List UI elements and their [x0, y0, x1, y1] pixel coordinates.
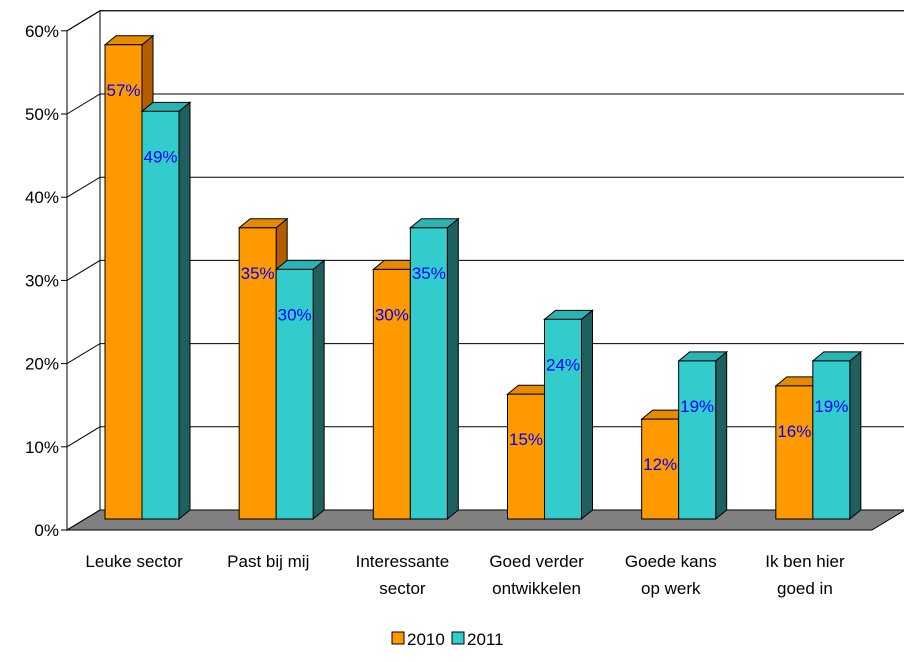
bar-2011-side [312, 259, 325, 521]
data-label: 35% [241, 264, 275, 283]
gridline [66, 426, 904, 448]
data-label: 30% [375, 305, 409, 324]
y-tick-label: 20% [25, 355, 59, 374]
gridline [66, 176, 904, 198]
data-label: 49% [143, 147, 177, 166]
x-tick-label: ontwikkelen [492, 579, 581, 598]
data-label: 19% [814, 397, 848, 416]
data-label: 15% [509, 430, 543, 449]
legend-swatch-2010 [391, 631, 405, 645]
bar-2011 [141, 110, 180, 520]
bar-2011 [544, 318, 582, 520]
legend-swatch-2011 [451, 631, 465, 645]
x-tick-label: goed in [777, 579, 833, 598]
legend-label-2010: 2010 [407, 630, 445, 649]
y-tick-label: 60% [25, 22, 59, 41]
data-label: 24% [546, 355, 580, 374]
gridline [66, 93, 904, 115]
x-tick-label: Goede kans [625, 552, 717, 571]
data-label: 19% [680, 397, 714, 416]
bar-2011 [678, 360, 717, 520]
bar-2010 [104, 44, 143, 520]
bar-2011 [409, 227, 448, 520]
x-tick-label: sector [379, 579, 426, 598]
gridline [66, 259, 904, 281]
x-tick-label: Past bij mij [227, 552, 309, 571]
y-tick-label: 10% [25, 438, 59, 457]
y-tick-label: 50% [25, 105, 59, 124]
x-tick-label: Leuke sector [85, 552, 183, 571]
data-label: 12% [643, 455, 677, 474]
bar-2011-side [581, 309, 593, 521]
x-tick-label: Interessante [356, 552, 450, 571]
data-label: 30% [278, 305, 312, 324]
bar-2011 [812, 360, 851, 520]
legend: 2010 2011 [391, 630, 504, 649]
y-tick-label: 0% [34, 521, 59, 540]
data-label: 57% [106, 81, 140, 100]
x-tick-label: Ik ben hier [765, 552, 845, 571]
y-axis-ticks: 0% 10% 20% 30% 40% 50% 60% [25, 22, 67, 540]
x-tick-label: Goed verder [489, 552, 584, 571]
legend-label-2011: 2011 [467, 630, 504, 649]
data-label: 35% [412, 264, 446, 283]
bar-2011-side [849, 350, 862, 521]
bar-2011-side [446, 217, 459, 521]
x-axis-ticks: Leuke sector Past bij mij Interessante sect… [85, 552, 845, 598]
gridline [66, 10, 904, 32]
y-tick-label: 40% [25, 188, 59, 207]
gridline [66, 343, 904, 365]
bar-2011-side [715, 350, 728, 521]
gridlines [66, 10, 904, 448]
data-label: 16% [777, 422, 811, 441]
bars [103, 34, 863, 521]
bar-2011-side [178, 101, 191, 521]
x-tick-label: op werk [641, 579, 701, 598]
bar-2010 [507, 393, 545, 520]
bar-2010 [372, 268, 411, 520]
y-tick-label: 30% [25, 271, 59, 290]
bar-2011 [275, 268, 314, 520]
bar-2010 [775, 385, 814, 520]
data-labels: 57%49%35%30% 30%35%15%24%12%19%16%19% [106, 81, 848, 474]
